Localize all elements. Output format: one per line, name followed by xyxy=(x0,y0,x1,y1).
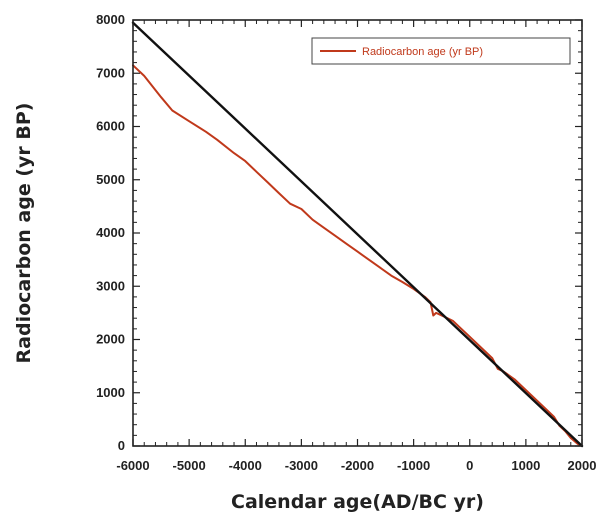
y-tick-label: 0 xyxy=(118,438,125,453)
legend-box xyxy=(311,37,571,65)
x-tick-label: -4000 xyxy=(229,458,262,473)
y-tick-label: 8000 xyxy=(96,12,125,27)
x-tick-label: 0 xyxy=(466,458,473,473)
x-tick-label: 2000 xyxy=(568,458,597,473)
y-tick-label: 1000 xyxy=(96,385,125,400)
y-tick-label: 4000 xyxy=(96,225,125,240)
y-tick-label: 2000 xyxy=(96,332,125,347)
legend: Radiocarbon age (yr BP) xyxy=(311,37,571,65)
label-layer: -6000 -5000 -4000 -3000 -2000 -1000 0 1000 2000 0… xyxy=(96,12,596,473)
x-tick-label: -3000 xyxy=(285,458,318,473)
legend-label: Radiocarbon age (yr BP) xyxy=(362,46,483,58)
y-tick-label: 3000 xyxy=(96,278,125,293)
x-axis-title: Calendar age(AD/BC yr) xyxy=(231,491,484,513)
x-tick-label: 1000 xyxy=(511,458,540,473)
x-tick-label: -1000 xyxy=(397,458,430,473)
x-tick-label: -2000 xyxy=(341,458,374,473)
y-tick-label: 7000 xyxy=(96,65,125,80)
y-tick-label: 6000 xyxy=(96,119,125,134)
y-tick-label: 5000 xyxy=(96,172,125,187)
series-layer xyxy=(131,21,584,448)
plot-frame xyxy=(132,19,583,447)
one-to-one-reference-line xyxy=(131,21,584,448)
x-tick-label: -6000 xyxy=(116,458,149,473)
y-axis-title: Radiocarbon age (yr BP) xyxy=(13,103,35,364)
radiocarbon-age-series-line xyxy=(132,64,581,446)
x-tick-label: -5000 xyxy=(173,458,206,473)
